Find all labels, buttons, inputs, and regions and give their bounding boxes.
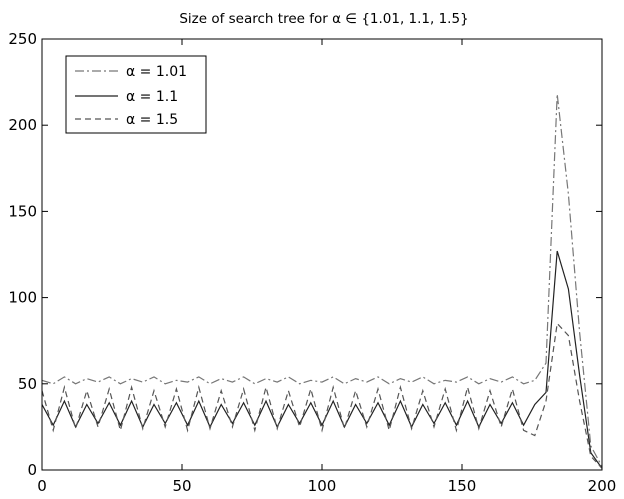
axis-ticks: 0 50 100 150 200 0 50 100 150 200 250 <box>8 30 616 495</box>
y-tick-label: 100 <box>8 289 37 307</box>
x-tick-label: 0 <box>37 477 47 495</box>
legend-label-1: α = 1.01 <box>126 64 187 80</box>
series-line-2 <box>41 250 603 469</box>
series-line-3 <box>41 322 603 469</box>
series-line-1 <box>41 94 603 467</box>
x-tick-label: 150 <box>448 477 477 495</box>
legend: α = 1.01 α = 1.1 α = 1.5 <box>65 55 207 134</box>
legend-label-2: α = 1.1 <box>126 89 178 105</box>
y-tick-label: 200 <box>8 116 37 134</box>
y-tick-label: 0 <box>27 461 37 479</box>
legend-label-3: α = 1.5 <box>126 112 178 128</box>
x-tick-label: 50 <box>172 477 191 495</box>
series-layer <box>41 94 603 469</box>
y-tick-label: 50 <box>18 375 37 393</box>
y-tick-label: 250 <box>8 30 37 48</box>
legend-box <box>65 55 207 134</box>
x-tick-label: 100 <box>308 477 337 495</box>
chart-title: Size of search tree for α ∈ {1.01, 1.1, … <box>179 11 468 27</box>
y-tick-label: 150 <box>8 202 37 220</box>
x-tick-label: 200 <box>588 477 617 495</box>
